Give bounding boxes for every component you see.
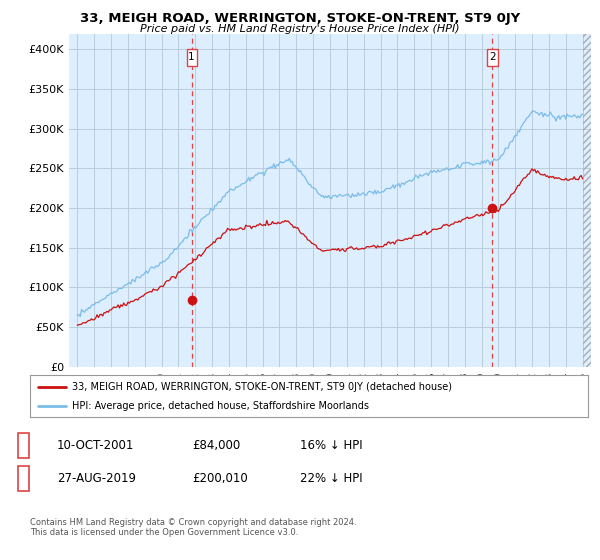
Text: £200,010: £200,010 [192, 472, 248, 486]
Text: 2: 2 [20, 472, 28, 486]
Text: 27-AUG-2019: 27-AUG-2019 [57, 472, 136, 486]
FancyBboxPatch shape [187, 49, 197, 66]
Text: Contains HM Land Registry data © Crown copyright and database right 2024.
This d: Contains HM Land Registry data © Crown c… [30, 518, 356, 538]
FancyBboxPatch shape [487, 49, 497, 66]
Text: 33, MEIGH ROAD, WERRINGTON, STOKE-ON-TRENT, ST9 0JY: 33, MEIGH ROAD, WERRINGTON, STOKE-ON-TRE… [80, 12, 520, 25]
Text: HPI: Average price, detached house, Staffordshire Moorlands: HPI: Average price, detached house, Staf… [72, 401, 369, 411]
Text: 33, MEIGH ROAD, WERRINGTON, STOKE-ON-TRENT, ST9 0JY (detached house): 33, MEIGH ROAD, WERRINGTON, STOKE-ON-TRE… [72, 381, 452, 391]
Text: 1: 1 [188, 53, 195, 62]
Text: 22% ↓ HPI: 22% ↓ HPI [300, 472, 362, 486]
Text: 16% ↓ HPI: 16% ↓ HPI [300, 438, 362, 452]
Text: 1: 1 [20, 438, 28, 452]
Text: 10-OCT-2001: 10-OCT-2001 [57, 438, 134, 452]
Text: 2: 2 [489, 53, 496, 62]
Text: £84,000: £84,000 [192, 438, 240, 452]
Text: Price paid vs. HM Land Registry's House Price Index (HPI): Price paid vs. HM Land Registry's House … [140, 24, 460, 34]
